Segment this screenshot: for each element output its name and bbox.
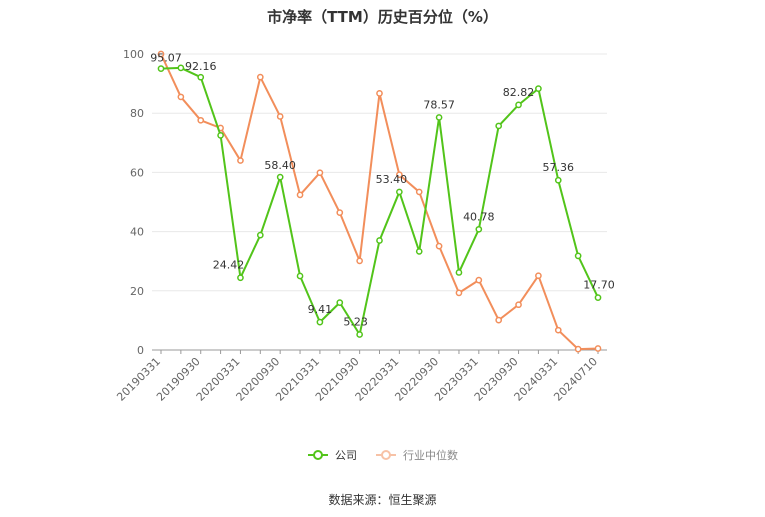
data-point-industry-median <box>316 169 324 177</box>
data-point-industry-median <box>574 345 582 353</box>
y-tick-label: 40 <box>130 226 144 239</box>
data-point-company <box>356 331 363 338</box>
data-label-company: 92.16 <box>185 60 217 73</box>
data-point-industry-median <box>515 301 522 309</box>
data-label-company: 82.82 <box>503 86 535 99</box>
data-point-industry-median <box>415 188 423 196</box>
data-point-company <box>455 269 463 276</box>
data-point-industry-median <box>455 289 463 297</box>
legend-label-industry-median: 行业中位数 <box>403 449 458 462</box>
data-point-company <box>475 225 483 233</box>
y-tick-label: 20 <box>130 285 144 298</box>
data-point-company <box>296 272 304 280</box>
y-tick-label: 100 <box>123 48 144 61</box>
data-point-industry-median <box>157 50 165 58</box>
x-tick-label: 20240710 <box>551 355 600 404</box>
data-point-company <box>495 122 503 130</box>
data-point-industry-median <box>296 191 304 199</box>
y-tick-label: 80 <box>130 107 144 120</box>
legend-label-company: 公司 <box>335 449 357 462</box>
data-point-industry-median <box>336 209 344 217</box>
data-point-industry-median <box>197 116 205 124</box>
data-point-industry-median <box>535 272 542 280</box>
data-point-company <box>316 318 324 326</box>
legend-line-marker-company <box>308 450 328 460</box>
data-point-industry-median <box>376 90 383 97</box>
data-point-company <box>554 176 562 184</box>
chart-title: 市净率（TTM）历史百分位（%） <box>267 8 498 26</box>
data-point-company <box>574 252 582 260</box>
chart-legend: 公司 行业中位数 <box>0 447 765 463</box>
data-point-company <box>276 173 284 181</box>
data-point-company <box>157 65 165 72</box>
data-label-company: 53.40 <box>376 173 408 186</box>
data-point-industry-median <box>594 345 602 352</box>
data-point-company <box>515 101 522 109</box>
data-point-industry-median <box>276 113 284 120</box>
data-label-company: 17.70 <box>583 279 615 292</box>
y-tick-label: 0 <box>137 344 144 357</box>
data-point-industry-median <box>475 276 483 284</box>
legend-item-industry-median[interactable]: 行业中位数 <box>375 447 458 463</box>
data-label-company: 24.42 <box>213 259 245 272</box>
data-point-company <box>435 114 443 121</box>
data-point-company <box>396 188 403 196</box>
data-point-industry-median <box>495 316 503 324</box>
data-point-industry-median <box>237 157 244 164</box>
data-label-company: 95.07 <box>150 52 182 65</box>
data-point-industry-median <box>396 171 403 179</box>
series-line-company <box>160 66 599 336</box>
data-label-company: 78.57 <box>423 98 455 111</box>
data-point-industry-median <box>435 242 443 250</box>
legend-item-company[interactable]: 公司 <box>307 447 357 463</box>
data-point-company <box>336 299 344 306</box>
data-label-company: 57.36 <box>543 161 575 174</box>
data-point-company <box>415 248 423 255</box>
data-point-industry-median <box>256 73 264 81</box>
data-point-industry-median <box>554 326 562 334</box>
data-point-industry-median <box>177 93 185 101</box>
data-label-company: 58.40 <box>264 159 296 172</box>
y-tick-label: 60 <box>130 166 144 179</box>
data-point-company <box>256 231 264 239</box>
legend-line-marker-industry-median <box>376 450 396 460</box>
data-point-company <box>237 274 244 282</box>
data-point-company <box>177 64 185 72</box>
data-point-company <box>217 132 224 139</box>
data-point-company <box>376 237 383 244</box>
data-point-company <box>197 73 205 81</box>
data-label-company: 9.41 <box>308 303 333 316</box>
data-point-industry-median <box>356 257 363 265</box>
data-label-company: 5.23 <box>343 316 368 329</box>
data-label-company: 40.78 <box>463 210 495 223</box>
source-note: 数据来源：恒生聚源 <box>328 493 437 507</box>
data-point-company <box>594 294 602 301</box>
data-point-company <box>535 85 542 92</box>
